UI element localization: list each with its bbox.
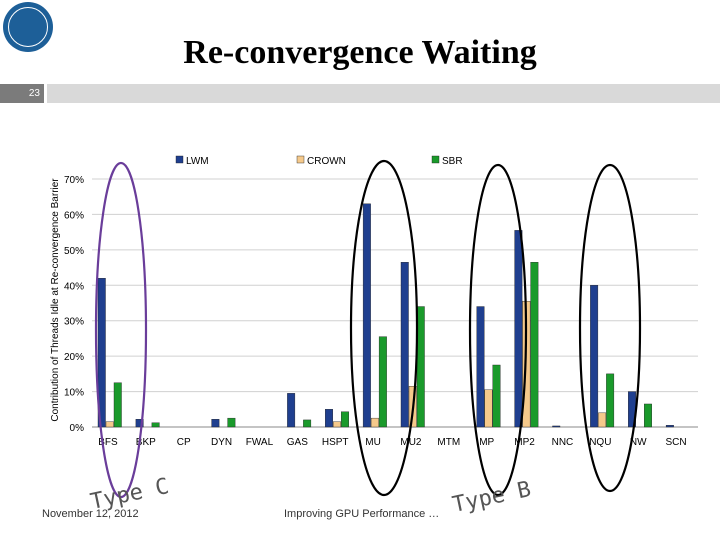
university-logo: [3, 2, 53, 52]
bar-crown-bfs: [105, 421, 114, 428]
legend-swatch: [296, 155, 305, 164]
bar-lwm-nnc: [552, 425, 561, 428]
legend-label: LWM: [186, 156, 209, 167]
bar-lwm-scn: [665, 425, 674, 428]
x-tick-label: MP2: [514, 437, 535, 448]
bar-lwm-bfs: [97, 278, 106, 428]
bar-sbr-mp2: [530, 262, 539, 428]
slide-title: Re-convergence Waiting: [183, 34, 537, 71]
bar-sbr-bfs: [113, 382, 122, 428]
bar-lwm-hspt: [325, 409, 333, 428]
legend-label: CROWN: [307, 156, 346, 167]
x-tick-label: BKP: [136, 437, 156, 448]
bar-sbr-mu: [378, 336, 387, 428]
x-tick-label: BFS: [98, 437, 118, 448]
highlight-ellipse: [94, 161, 148, 499]
y-tick-label: 0%: [70, 423, 85, 434]
highlight-ellipse: [349, 159, 419, 497]
bar-crown-nqu: [598, 412, 607, 428]
x-tick-label: GAS: [287, 437, 308, 448]
x-tick-label: MU2: [400, 437, 422, 448]
highlight-ellipse: [468, 163, 528, 497]
y-tick-label: 10%: [64, 388, 84, 399]
highlight-ellipses: [94, 159, 642, 499]
bar-sbr-nqu: [606, 373, 615, 428]
bar-lwm-bkp: [135, 419, 144, 428]
legend-swatch: [431, 155, 440, 164]
legend: LWM CROWN SBR: [175, 155, 463, 167]
bar-sbr-mu2: [416, 306, 425, 428]
bar-sbr-nw: [644, 403, 652, 428]
bar-lwm-dyn: [211, 419, 220, 428]
bar-lwm-nqu: [590, 285, 599, 428]
x-tick-label: MTM: [437, 437, 460, 448]
highlight-ellipse: [578, 163, 642, 493]
legend-swatch: [175, 155, 184, 164]
x-tick-label: NW: [630, 437, 647, 448]
slide-number: 23: [0, 84, 44, 103]
y-tick-label: 60%: [64, 210, 84, 221]
slide-header-bar: [47, 84, 720, 103]
footer-date: November 12, 2012: [42, 508, 139, 520]
x-tick-label: MP: [479, 437, 494, 448]
y-tick-label: 70%: [64, 175, 84, 186]
bar-sbr-hspt: [341, 411, 349, 428]
x-tick-label: NNC: [552, 437, 574, 448]
bars: [97, 203, 674, 428]
bar-crown-hspt: [333, 421, 341, 428]
legend-label: SBR: [442, 156, 463, 167]
logo-ring: [8, 7, 48, 47]
footer-title: Improving GPU Performance …: [284, 508, 440, 520]
bar-sbr-bkp: [151, 422, 160, 428]
bar-sbr-gas: [303, 419, 312, 428]
x-tick-label: FWAL: [246, 437, 274, 448]
x-tick-label: DYN: [211, 437, 232, 448]
y-tick-label: 50%: [64, 246, 84, 257]
y-tick-label: 20%: [64, 352, 84, 363]
bar-lwm-mu2: [400, 262, 409, 428]
y-tick-label: 40%: [64, 281, 84, 292]
x-tick-labels: BFS BKP CP DYN FWAL GAS HSPT MU MU2 MTM MP MP2 NNC NQ…: [98, 437, 686, 448]
bar-crown-mp: [484, 389, 493, 428]
bar-sbr-dyn: [227, 417, 236, 428]
y-tick-label: 30%: [64, 317, 84, 328]
y-tick-labels: 0% 10% 20% 30% 40% 50% 60% 70%: [64, 175, 84, 434]
x-tick-label: SCN: [666, 437, 687, 448]
bar-sbr-mp: [492, 364, 501, 428]
bar-lwm-gas: [287, 393, 296, 428]
bar-crown-mu: [370, 417, 379, 428]
y-axis-label: Contribution of Threads Idle at Re-conve…: [50, 178, 61, 422]
bar-lwm-mp2: [514, 230, 523, 428]
x-tick-label: CP: [177, 437, 191, 448]
bar-lwm-mp: [476, 306, 485, 428]
x-tick-label: NQU: [589, 437, 611, 448]
x-tick-label: HSPT: [322, 437, 349, 448]
x-tick-label: MU: [365, 437, 381, 448]
bar-lwm-mu: [362, 203, 371, 428]
